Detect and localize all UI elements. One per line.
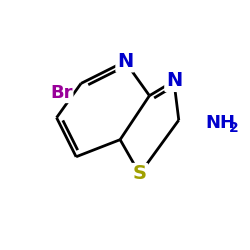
Text: N: N bbox=[117, 52, 133, 71]
Text: 2: 2 bbox=[228, 121, 238, 135]
Text: S: S bbox=[133, 164, 147, 184]
Text: NH: NH bbox=[206, 114, 236, 132]
Text: N: N bbox=[166, 72, 182, 90]
Text: Br: Br bbox=[50, 84, 72, 102]
